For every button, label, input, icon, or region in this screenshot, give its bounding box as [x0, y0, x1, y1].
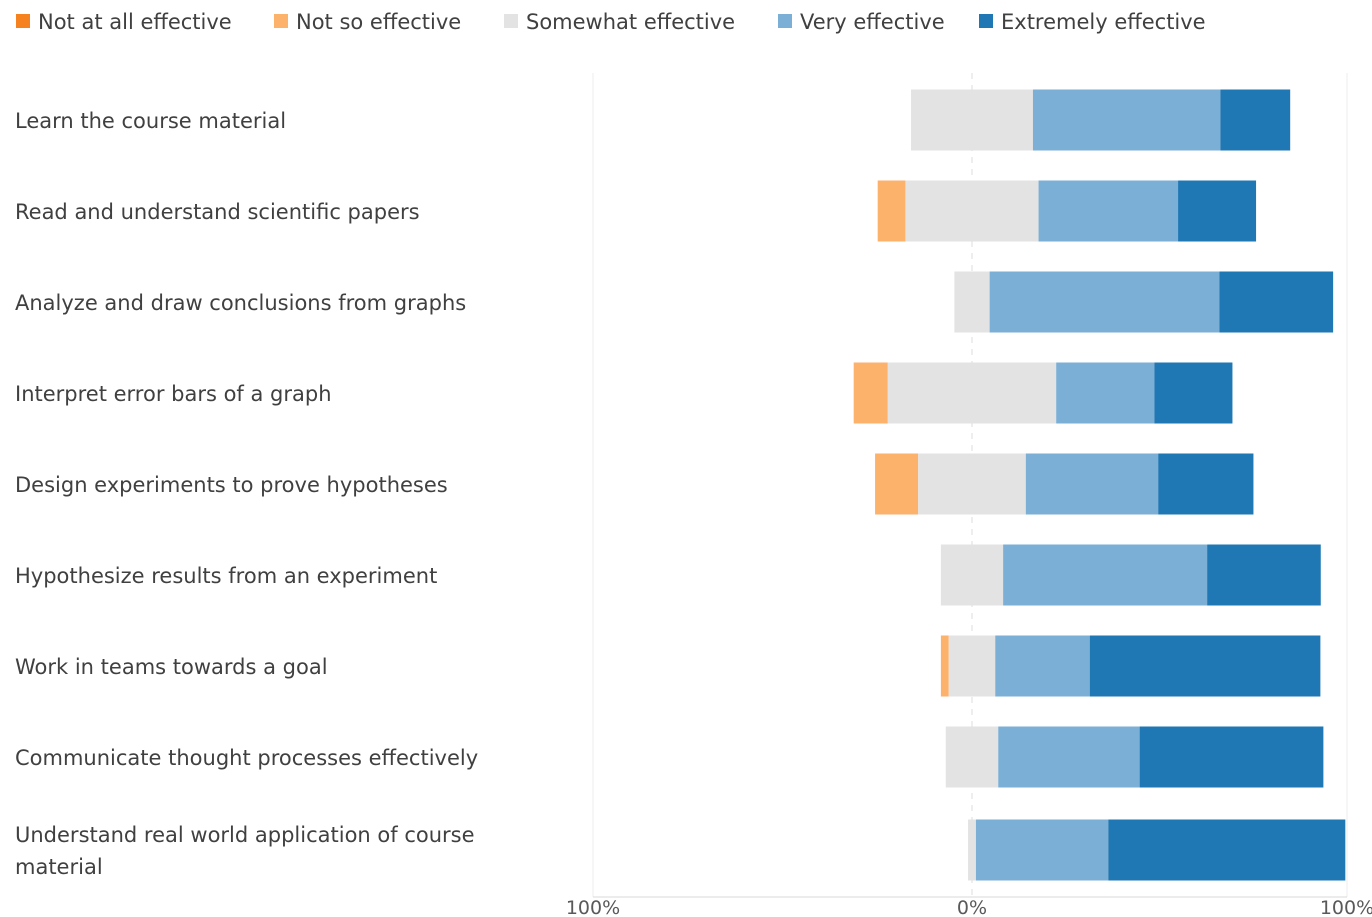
category-label: Understand real world application of cou…: [15, 823, 475, 879]
legend-label: Not at all effective: [38, 10, 232, 34]
bar-row: [911, 89, 1291, 151]
legend-swatch: [778, 14, 792, 28]
bar-segment: [1089, 635, 1321, 697]
legend: Not at all effective Not so effective Some…: [16, 10, 1206, 34]
bar-row: [940, 544, 1321, 606]
bar-row: [853, 362, 1233, 424]
bar-segment: [1158, 453, 1254, 515]
bar-segment: [940, 544, 1004, 606]
bar-segment: [918, 453, 1026, 515]
category-label: Learn the course material: [15, 109, 286, 133]
bar-segment: [989, 271, 1220, 333]
legend-label: Not so effective: [296, 10, 461, 34]
bar-segment: [1154, 362, 1233, 424]
category-label: Analyze and draw conclusions from graphs: [15, 291, 466, 315]
legend-swatch: [979, 14, 993, 28]
bar-segment: [887, 362, 1057, 424]
legend-swatch: [504, 14, 518, 28]
bar-segment: [1025, 453, 1159, 515]
bar-segment: [1139, 726, 1324, 788]
category-label: Interpret error bars of a graph: [15, 382, 332, 406]
bar-segment: [1219, 271, 1334, 333]
legend-item: Not at all effective: [16, 10, 232, 34]
x-axis: 100% 0% 100%: [566, 896, 1372, 917]
bar-row: [940, 635, 1321, 697]
legend-item: Very effective: [778, 10, 945, 34]
bar-segment: [940, 635, 949, 697]
bar-row: [875, 453, 1254, 515]
bar-row: [945, 726, 1324, 788]
bar-segment: [905, 180, 1039, 242]
bar-segment: [1032, 89, 1221, 151]
bar-segment: [877, 180, 906, 242]
bars: [853, 89, 1346, 881]
bar-row: [954, 271, 1334, 333]
x-tick-label: 100%: [1320, 897, 1372, 917]
bar-segment: [1003, 544, 1208, 606]
category-label: Communicate thought processes effectivel…: [15, 746, 478, 770]
legend-label: Extremely effective: [1001, 10, 1206, 34]
x-tick-label: 0%: [957, 897, 987, 917]
bar-segment: [1220, 89, 1291, 151]
bar-row: [877, 180, 1257, 242]
category-label: Design experiments to prove hypotheses: [15, 473, 448, 497]
bar-segment: [968, 819, 976, 881]
bar-segment: [1178, 180, 1257, 242]
bar-segment: [998, 726, 1140, 788]
category-label: Hypothesize results from an experiment: [15, 564, 437, 588]
legend-item: Not so effective: [274, 10, 461, 34]
bar-segment: [1038, 180, 1179, 242]
bar-segment: [875, 453, 919, 515]
legend-item: Extremely effective: [979, 10, 1206, 34]
bar-segment: [1207, 544, 1321, 606]
bar-segment: [945, 726, 999, 788]
bar-segment: [1056, 362, 1155, 424]
legend-swatch: [16, 14, 30, 28]
x-tick-label: 100%: [566, 897, 620, 917]
bar-segment: [948, 635, 996, 697]
bar-row: [968, 819, 1346, 881]
bar-segment: [975, 819, 1109, 881]
bar-segment: [954, 271, 990, 333]
category-label: Work in teams towards a goal: [15, 655, 328, 679]
legend-label: Very effective: [800, 10, 945, 34]
legend-label: Somewhat effective: [526, 10, 735, 34]
category-label: Read and understand scientific papers: [15, 200, 420, 224]
bar-segment: [995, 635, 1090, 697]
bar-segment: [911, 89, 1033, 151]
legend-swatch: [274, 14, 288, 28]
bar-segment: [853, 362, 888, 424]
legend-item: Somewhat effective: [504, 10, 735, 34]
bar-segment: [1108, 819, 1346, 881]
category-labels: Learn the course material Read and unders…: [15, 109, 478, 879]
